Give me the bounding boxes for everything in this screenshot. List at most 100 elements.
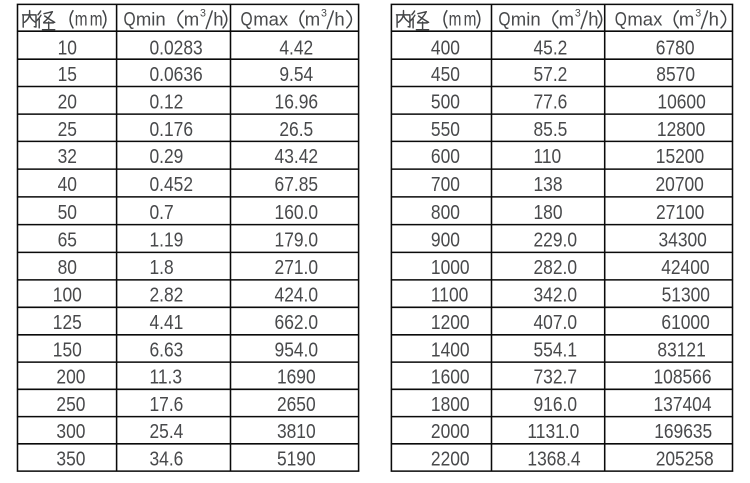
svg-text:Q: Q	[615, 8, 627, 30]
svg-text:h: h	[213, 8, 223, 29]
svg-text:20: 20	[58, 90, 77, 112]
svg-text:11.3: 11.3	[150, 366, 183, 388]
svg-text:27100: 27100	[656, 201, 704, 223]
svg-text:Q: Q	[241, 8, 253, 30]
svg-text:15200: 15200	[656, 145, 704, 167]
svg-text:160.0: 160.0	[275, 201, 319, 223]
svg-text:3: 3	[575, 8, 581, 20]
svg-text:954.0: 954.0	[275, 338, 319, 360]
svg-text:26.5: 26.5	[279, 118, 313, 140]
svg-text:1400: 1400	[431, 338, 470, 360]
svg-text:916.0: 916.0	[534, 393, 578, 415]
svg-text:1100: 1100	[431, 283, 468, 305]
svg-text:1368.4: 1368.4	[527, 447, 580, 469]
svg-text:550: 550	[431, 118, 460, 140]
svg-text:17.6: 17.6	[150, 393, 184, 415]
svg-text:1200: 1200	[431, 311, 470, 333]
svg-text:12800: 12800	[657, 118, 705, 140]
svg-text:100: 100	[53, 283, 82, 305]
svg-text:34.6: 34.6	[150, 447, 184, 469]
svg-text:9.54: 9.54	[279, 63, 313, 85]
svg-text:1131.0: 1131.0	[527, 420, 579, 442]
svg-text:8570: 8570	[656, 63, 695, 85]
svg-text:15: 15	[58, 63, 77, 85]
svg-text:5190: 5190	[277, 447, 316, 469]
svg-text:h: h	[334, 8, 344, 29]
svg-text:3: 3	[200, 8, 206, 20]
svg-text:732.7: 732.7	[534, 366, 578, 388]
svg-text:m: m	[90, 8, 103, 30]
svg-text:51300: 51300	[662, 283, 710, 305]
svg-text:max: max	[253, 8, 289, 29]
svg-text:80: 80	[58, 256, 77, 278]
svg-text:0.12: 0.12	[150, 90, 184, 112]
svg-text:700: 700	[431, 173, 460, 195]
svg-text:32: 32	[58, 145, 77, 167]
svg-text:10: 10	[58, 36, 77, 58]
svg-text:450: 450	[431, 63, 460, 85]
svg-text:0.0636: 0.0636	[150, 63, 203, 85]
svg-text:50: 50	[58, 201, 77, 223]
svg-text:662.0: 662.0	[275, 311, 319, 333]
svg-text:m: m	[449, 8, 462, 30]
svg-text:83121: 83121	[657, 338, 705, 360]
svg-text:407.0: 407.0	[534, 311, 578, 333]
svg-text:205258: 205258	[656, 447, 714, 469]
svg-text:169635: 169635	[654, 420, 712, 442]
svg-text:500: 500	[431, 90, 460, 112]
svg-text:77.6: 77.6	[534, 90, 568, 112]
svg-text:61000: 61000	[661, 311, 709, 333]
svg-text:150: 150	[53, 338, 82, 360]
svg-text:0.176: 0.176	[150, 118, 194, 140]
svg-text:200: 200	[56, 366, 85, 388]
svg-text:16.96: 16.96	[275, 90, 319, 112]
svg-text:3: 3	[321, 8, 327, 20]
svg-text:0.452: 0.452	[150, 173, 194, 195]
svg-text:Q: Q	[498, 8, 510, 30]
svg-text:Q: Q	[124, 8, 136, 30]
svg-text:m: m	[184, 8, 199, 29]
svg-text:2000: 2000	[431, 420, 470, 442]
svg-text:0.0283: 0.0283	[150, 36, 203, 58]
svg-text:2650: 2650	[277, 393, 316, 415]
svg-text:65: 65	[58, 228, 77, 250]
svg-text:1.8: 1.8	[150, 256, 174, 278]
svg-text:h: h	[709, 8, 719, 29]
svg-text:1800: 1800	[431, 393, 470, 415]
svg-text:2.82: 2.82	[150, 283, 184, 305]
svg-text:800: 800	[431, 201, 460, 223]
svg-text:0.29: 0.29	[150, 145, 184, 167]
svg-text:350: 350	[56, 447, 85, 469]
svg-text:2200: 2200	[431, 447, 470, 469]
svg-text:229.0: 229.0	[534, 228, 578, 250]
svg-text:137404: 137404	[654, 393, 712, 415]
svg-text:34300: 34300	[659, 228, 707, 250]
svg-text:600: 600	[431, 145, 460, 167]
svg-text:342.0: 342.0	[534, 283, 578, 305]
svg-text:1690: 1690	[277, 366, 316, 388]
svg-text:4.42: 4.42	[279, 36, 313, 58]
svg-text:25: 25	[58, 118, 77, 140]
svg-text:271.0: 271.0	[275, 256, 319, 278]
svg-text:m: m	[679, 8, 694, 29]
svg-text:108566: 108566	[654, 366, 712, 388]
svg-text:1600: 1600	[431, 366, 470, 388]
svg-text:m: m	[305, 8, 320, 29]
svg-text:282.0: 282.0	[534, 256, 578, 278]
svg-text:h: h	[588, 8, 598, 29]
svg-text:67.85: 67.85	[275, 173, 319, 195]
svg-text:125: 125	[53, 311, 82, 333]
svg-text:3: 3	[695, 8, 701, 20]
svg-text:300: 300	[56, 420, 85, 442]
svg-text:85.5: 85.5	[534, 118, 568, 140]
svg-text:1.19: 1.19	[150, 228, 184, 250]
svg-text:57.2: 57.2	[534, 63, 568, 85]
svg-text:138: 138	[534, 173, 563, 195]
svg-text:m: m	[75, 8, 88, 30]
svg-text:6780: 6780	[656, 36, 695, 58]
svg-text:0.7: 0.7	[150, 201, 174, 223]
svg-text:3810: 3810	[277, 420, 316, 442]
svg-text:m: m	[559, 8, 574, 29]
svg-text:20700: 20700	[656, 173, 704, 195]
svg-text:1000: 1000	[431, 256, 470, 278]
